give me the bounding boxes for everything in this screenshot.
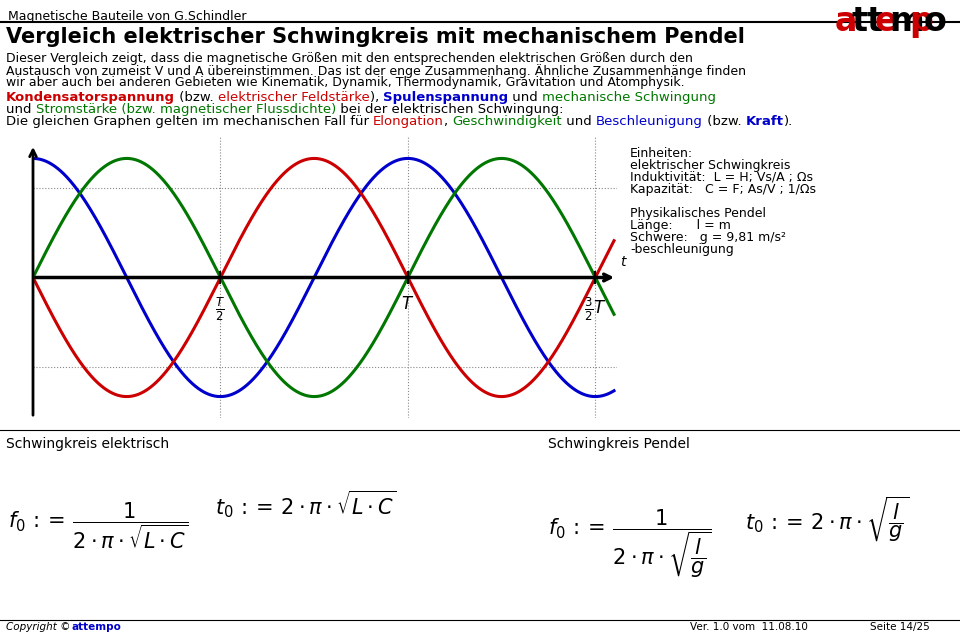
Text: Ver. 1.0 vom  11.08.10: Ver. 1.0 vom 11.08.10 <box>690 622 808 632</box>
Text: $t_0\,:=\,2\cdot\pi\cdot\sqrt{L\cdot C}$: $t_0\,:=\,2\cdot\pi\cdot\sqrt{L\cdot C}$ <box>215 488 396 520</box>
Text: Copyright ©: Copyright © <box>6 622 70 632</box>
Text: (bzw.: (bzw. <box>175 91 218 104</box>
Text: Austausch von zumeist V und A übereinstimmen. Das ist der enge Zusammenhang. Ähn: Austausch von zumeist V und A übereinsti… <box>6 64 746 78</box>
Text: tt: tt <box>852 5 884 38</box>
Text: Schwere:   g = 9,81 m/s²: Schwere: g = 9,81 m/s² <box>630 231 786 244</box>
Text: Geschwindigkeit: Geschwindigkeit <box>452 115 563 128</box>
Text: Spulenspannung: Spulenspannung <box>383 91 508 104</box>
Text: Schwingkreis Pendel: Schwingkreis Pendel <box>548 437 690 451</box>
Text: a: a <box>835 5 857 38</box>
Text: $f_0\,:=\,\dfrac{1}{2\cdot\pi\cdot\sqrt{L\cdot C}}$: $f_0\,:=\,\dfrac{1}{2\cdot\pi\cdot\sqrt{… <box>8 500 189 551</box>
Text: $T$: $T$ <box>401 295 415 313</box>
Text: Schwingkreis elektrisch: Schwingkreis elektrisch <box>6 437 169 451</box>
Text: Kondensatorspannung: Kondensatorspannung <box>6 91 175 104</box>
Text: Dieser Vergleich zeigt, dass die magnetische Größen mit den entsprechenden elekt: Dieser Vergleich zeigt, dass die magneti… <box>6 52 693 65</box>
Text: $t$: $t$ <box>620 255 628 269</box>
Text: Kraft: Kraft <box>746 115 784 128</box>
Text: m: m <box>889 5 924 38</box>
Text: Physikalisches Pendel: Physikalisches Pendel <box>630 207 766 220</box>
Text: ),: ), <box>370 91 383 104</box>
Text: p: p <box>909 5 933 38</box>
Text: Länge:      l = m: Länge: l = m <box>630 219 731 232</box>
Text: wir aber auch bei anderen Gebieten wie Kinematik, Dynamik, Thermodynamik, Gravit: wir aber auch bei anderen Gebieten wie K… <box>6 76 684 89</box>
Text: ,: , <box>444 115 452 128</box>
Text: Kapazität:   C = F; As/V ; 1/Ωs: Kapazität: C = F; As/V ; 1/Ωs <box>630 183 816 196</box>
Text: ).: ). <box>784 115 793 128</box>
Text: und: und <box>508 91 542 104</box>
Text: Elongation: Elongation <box>373 115 444 128</box>
Text: und: und <box>563 115 596 128</box>
Text: elektrischer Feldstärke: elektrischer Feldstärke <box>218 91 370 104</box>
Text: Induktivität:  L = H; Vs/A ; Ωs: Induktivität: L = H; Vs/A ; Ωs <box>630 171 813 184</box>
Text: Beschleunigung: Beschleunigung <box>596 115 703 128</box>
Text: $f_0\,:=\,\dfrac{1}{2\cdot\pi\cdot\sqrt{\dfrac{l}{g}}}$: $f_0\,:=\,\dfrac{1}{2\cdot\pi\cdot\sqrt{… <box>548 507 711 579</box>
Text: (bzw.: (bzw. <box>703 115 746 128</box>
Text: mechanische Schwingung: mechanische Schwingung <box>542 91 716 104</box>
Text: bei der elektrischen Schwingung:: bei der elektrischen Schwingung: <box>336 103 564 116</box>
Text: Vergleich elektrischer Schwingkreis mit mechanischem Pendel: Vergleich elektrischer Schwingkreis mit … <box>6 27 745 47</box>
Text: und: und <box>6 103 36 116</box>
Text: o: o <box>924 5 947 38</box>
Text: Stromstärke (bzw. magnetischer Flussdichte): Stromstärke (bzw. magnetischer Flussdich… <box>36 103 336 116</box>
Text: attempo: attempo <box>72 622 122 632</box>
Text: Die gleichen Graphen gelten im mechanischen Fall für: Die gleichen Graphen gelten im mechanisc… <box>6 115 373 128</box>
Text: Magnetische Bauteile von G.Schindler: Magnetische Bauteile von G.Schindler <box>8 10 247 23</box>
Text: elektrischer Schwingkreis: elektrischer Schwingkreis <box>630 159 790 172</box>
Text: Einheiten:: Einheiten: <box>630 147 693 160</box>
Text: e: e <box>875 5 898 38</box>
Text: $\frac{T}{2}$: $\frac{T}{2}$ <box>215 295 226 323</box>
Text: $t_0\,:=\,2\cdot\pi\cdot\sqrt{\dfrac{l}{g}}$: $t_0\,:=\,2\cdot\pi\cdot\sqrt{\dfrac{l}{… <box>745 495 909 544</box>
Text: -beschleunigung: -beschleunigung <box>630 243 733 256</box>
Text: $\frac{3}{2}T$: $\frac{3}{2}T$ <box>584 295 607 323</box>
Text: Seite 14/25: Seite 14/25 <box>870 622 929 632</box>
